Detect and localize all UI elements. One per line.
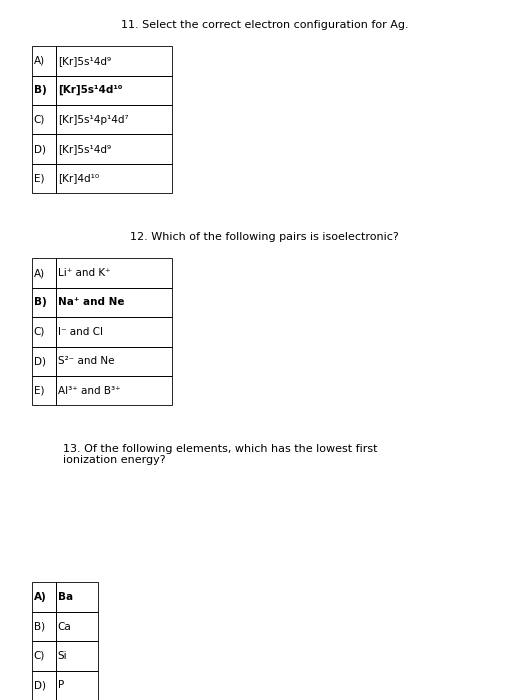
Text: Al³⁺ and B³⁺: Al³⁺ and B³⁺ (58, 386, 120, 396)
Bar (32, 641, 56, 671)
Bar (32, 164, 56, 193)
Bar (32, 76, 56, 105)
Text: [Kr]5s¹4d⁹: [Kr]5s¹4d⁹ (58, 144, 111, 154)
Text: Li⁺ and K⁺: Li⁺ and K⁺ (58, 268, 110, 278)
Text: C): C) (34, 115, 45, 125)
Bar (56, 346, 172, 376)
Text: D): D) (34, 680, 46, 690)
Bar (56, 612, 98, 641)
Text: D): D) (34, 144, 46, 154)
Text: E): E) (34, 386, 44, 396)
Bar (56, 582, 98, 612)
Text: 11. Select the correct electron configuration for Ag.: 11. Select the correct electron configur… (121, 20, 408, 29)
Bar (56, 76, 172, 105)
Text: [Kr]4d¹⁰: [Kr]4d¹⁰ (58, 174, 99, 183)
Bar (56, 288, 172, 317)
Text: [Kr]5s¹4d⁹: [Kr]5s¹4d⁹ (58, 56, 111, 66)
Text: C): C) (34, 651, 45, 661)
Bar (56, 671, 98, 700)
Text: A): A) (34, 268, 45, 278)
Bar (56, 258, 172, 288)
Text: B): B) (34, 85, 47, 95)
Text: B): B) (34, 298, 47, 307)
Bar (32, 134, 56, 164)
Text: P: P (58, 680, 64, 690)
Text: Na⁺ and Ne: Na⁺ and Ne (58, 298, 124, 307)
Text: Ba: Ba (58, 592, 73, 602)
Text: [Kr]5s¹4d¹⁰: [Kr]5s¹4d¹⁰ (58, 85, 122, 95)
Bar (56, 641, 98, 671)
Bar (32, 46, 56, 76)
Text: 13. Of the following elements, which has the lowest first
ionization energy?: 13. Of the following elements, which has… (63, 444, 378, 466)
Bar (32, 288, 56, 317)
Text: C): C) (34, 327, 45, 337)
Bar (32, 671, 56, 700)
Text: 12. Which of the following pairs is isoelectronic?: 12. Which of the following pairs is isoe… (130, 232, 399, 242)
Text: D): D) (34, 356, 46, 366)
Bar (32, 376, 56, 405)
Bar (32, 582, 56, 612)
Text: Si: Si (58, 651, 67, 661)
Bar (32, 346, 56, 376)
Text: E): E) (34, 174, 44, 183)
Bar (56, 46, 172, 76)
Bar (56, 376, 172, 405)
Text: [Kr]5s¹4p¹4d⁷: [Kr]5s¹4p¹4d⁷ (58, 115, 129, 125)
Bar (56, 164, 172, 193)
Bar (32, 105, 56, 134)
Text: A): A) (34, 56, 45, 66)
Text: A): A) (34, 592, 47, 602)
Bar (32, 317, 56, 346)
Text: Ca: Ca (58, 622, 71, 631)
Text: I⁻ and Cl: I⁻ and Cl (58, 327, 103, 337)
Text: S²⁻ and Ne: S²⁻ and Ne (58, 356, 114, 366)
Bar (56, 317, 172, 346)
Bar (56, 105, 172, 134)
Bar (32, 258, 56, 288)
Text: B): B) (34, 622, 45, 631)
Bar (56, 134, 172, 164)
Bar (32, 612, 56, 641)
